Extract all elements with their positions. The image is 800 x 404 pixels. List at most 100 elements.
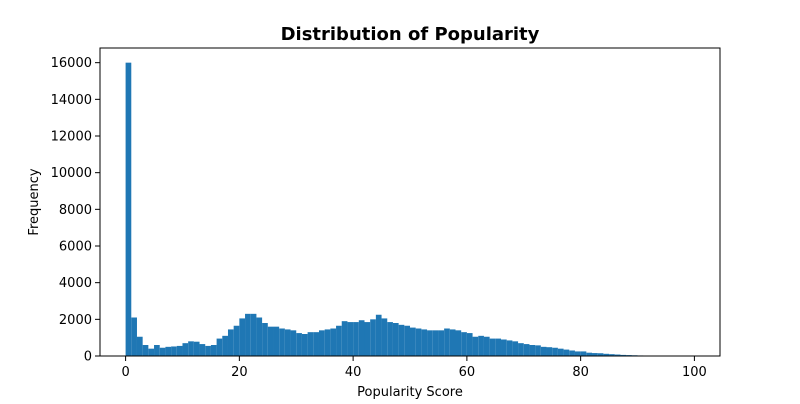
histogram-bar <box>382 318 388 356</box>
y-tick-label: 10000 <box>51 166 92 181</box>
histogram-bar <box>330 329 336 357</box>
histogram-bar <box>211 345 217 356</box>
histogram-bar <box>262 323 268 356</box>
histogram-bar <box>222 336 228 356</box>
histogram-bar <box>535 345 541 356</box>
histogram-bar <box>160 348 166 356</box>
histogram-bar <box>512 341 518 356</box>
y-tick-label: 8000 <box>59 203 92 218</box>
histogram-bar <box>194 342 200 356</box>
histogram-bar <box>234 326 240 356</box>
x-tick-label: 20 <box>231 365 248 380</box>
histogram-bar <box>205 346 211 356</box>
histogram-bar <box>364 322 370 356</box>
histogram-bar <box>552 348 558 356</box>
histogram-bar <box>569 351 575 357</box>
histogram-bar <box>239 318 245 356</box>
histogram-bar <box>404 326 410 356</box>
histogram-bar <box>268 327 274 356</box>
histogram-bar <box>353 322 359 356</box>
histogram-bar <box>245 314 251 356</box>
histogram-bar <box>456 330 462 356</box>
histogram-bar <box>524 344 530 356</box>
x-tick-label: 60 <box>459 365 476 380</box>
histogram-bar <box>501 340 507 357</box>
histogram-bar <box>478 336 484 356</box>
histogram-bar <box>148 349 154 356</box>
y-tick-label: 0 <box>84 350 92 365</box>
histogram-bar <box>342 321 348 356</box>
y-tick-label: 6000 <box>59 240 92 255</box>
histogram-bar <box>370 319 376 356</box>
histogram-bar <box>336 326 342 356</box>
x-axis-label: Popularity Score <box>357 385 463 400</box>
histogram-bar <box>518 343 524 356</box>
histogram-bar <box>541 347 547 356</box>
histogram-bar <box>285 329 291 356</box>
histogram-bar <box>376 315 382 356</box>
histogram-bar <box>182 343 188 356</box>
histogram-bar <box>325 329 331 356</box>
histogram-bar <box>291 330 297 356</box>
histogram-bar <box>131 318 137 357</box>
histogram-bar <box>507 340 513 356</box>
histogram-bar <box>165 347 171 356</box>
histogram-bar <box>558 349 564 356</box>
histogram-bar <box>399 325 405 356</box>
y-tick-label: 12000 <box>51 130 92 145</box>
histogram-bar <box>444 329 450 357</box>
histogram-bar <box>547 347 553 356</box>
x-tick-label: 100 <box>682 365 707 380</box>
histogram-bar <box>154 345 160 356</box>
histogram-bar <box>387 322 393 356</box>
histogram-bar <box>251 314 257 356</box>
histogram-bar <box>188 341 194 356</box>
histogram-bar <box>177 346 183 356</box>
y-tick-label: 4000 <box>59 276 92 291</box>
histogram-bar <box>200 344 206 356</box>
histogram-bar <box>575 351 581 356</box>
histogram-bar <box>416 329 422 357</box>
histogram-bar <box>473 337 479 356</box>
histogram-bar <box>347 322 353 356</box>
histogram-bar <box>143 345 149 356</box>
histogram-bar <box>359 320 365 356</box>
histogram-bar <box>296 333 302 356</box>
histogram-bar <box>319 330 325 356</box>
y-axis-label: Frequency <box>27 168 42 235</box>
histogram-bar <box>490 339 496 356</box>
histogram-bar <box>433 330 439 356</box>
histogram-bar <box>393 323 399 356</box>
y-tick-label: 14000 <box>51 93 92 108</box>
histogram-bar <box>495 339 501 356</box>
histogram-bar <box>421 329 427 356</box>
chart-title: Distribution of Popularity <box>281 24 540 45</box>
histogram-bar <box>410 328 416 356</box>
histogram-bar <box>313 332 319 356</box>
histogram-bar <box>467 333 473 356</box>
histogram-bar <box>217 339 223 356</box>
histogram-bar <box>461 332 467 356</box>
histogram-bar <box>256 318 262 357</box>
y-tick-label: 2000 <box>59 313 92 328</box>
histogram-bar <box>273 327 279 356</box>
x-tick-label: 0 <box>121 365 129 380</box>
histogram-bar <box>302 334 308 356</box>
histogram-bar <box>438 330 444 356</box>
histogram-bar <box>171 346 177 356</box>
histogram-bar <box>564 350 570 356</box>
histogram-bar <box>137 337 143 356</box>
histogram-bar <box>450 329 456 356</box>
x-tick-label: 80 <box>572 365 589 380</box>
histogram-bar <box>484 337 490 356</box>
histogram-bar <box>427 330 433 356</box>
histogram-bar <box>279 329 285 357</box>
histogram-bar <box>308 332 314 356</box>
histogram-bar <box>126 63 132 356</box>
histogram-bar <box>581 351 587 356</box>
x-tick-label: 40 <box>345 365 362 380</box>
y-tick-label: 16000 <box>51 56 92 71</box>
histogram-bar <box>529 345 535 356</box>
